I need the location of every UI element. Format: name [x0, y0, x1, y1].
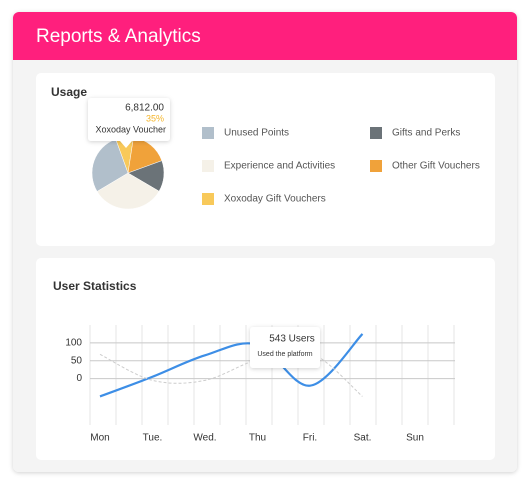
legend-swatch	[202, 127, 214, 139]
legend-swatch	[370, 127, 382, 139]
legend-swatch	[202, 160, 214, 172]
line-tooltip: 543 Users Used the platform	[250, 327, 320, 368]
y-tick-label: 50	[71, 355, 83, 366]
y-tick-label: 100	[65, 337, 82, 348]
x-tick-label: Tue.	[143, 433, 163, 444]
x-tick-label: Wed.	[193, 433, 216, 444]
stats-title: User Statistics	[53, 279, 137, 293]
pie-slice	[96, 172, 160, 210]
header-title: Reports & Analytics	[36, 26, 201, 47]
legend-swatch	[202, 193, 214, 205]
tooltip-box	[250, 327, 320, 368]
legend-label: Unused Points	[224, 128, 289, 139]
legend-swatch	[370, 160, 382, 172]
legend-label: Gifts and Perks	[392, 128, 460, 139]
tooltip-name: Xoxoday Voucher	[95, 124, 166, 134]
usage-title: Usage	[51, 85, 87, 99]
x-tick-label: Fri.	[303, 433, 317, 444]
tooltip-title: 543 Users	[269, 334, 315, 345]
x-tick-label: Sat.	[354, 433, 372, 444]
tooltip-percent: 35%	[146, 113, 164, 123]
tooltip-subtitle: Used the platform	[257, 351, 312, 358]
x-tick-label: Sun	[406, 433, 424, 444]
pie: Xoxoday Gift Vouchers Other Gift Vouchers…	[91, 127, 480, 210]
series-line	[99, 333, 364, 398]
tooltip-pointer	[120, 141, 132, 148]
legend-label: Other Gift Vouchers	[392, 161, 480, 172]
x-tick-label: Mon	[90, 433, 109, 444]
tooltip-box	[88, 98, 170, 141]
legend-label: Experience and Activities	[224, 161, 335, 172]
pie-tooltip: 6,812.00 35% Xoxoday Voucher	[88, 98, 170, 148]
x-tick-label: Thu	[249, 433, 266, 444]
header-bar	[13, 12, 517, 60]
y-tick-label: 0	[76, 373, 82, 384]
tooltip-value: 6,812.00	[125, 103, 164, 114]
legend-label: Xoxoday Gift Vouchers	[224, 194, 326, 205]
